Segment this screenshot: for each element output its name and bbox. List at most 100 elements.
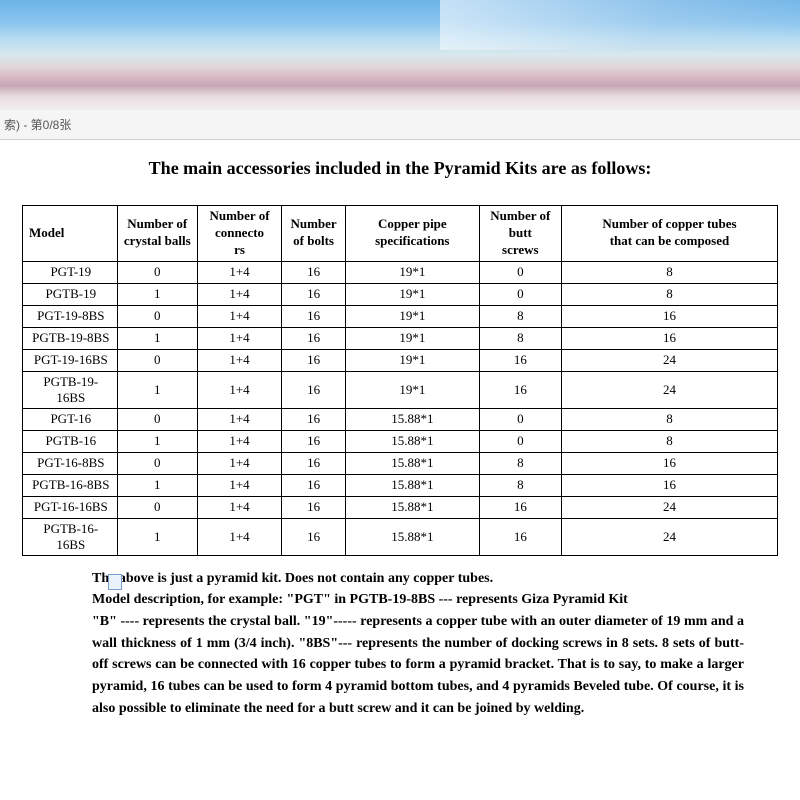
table-cell: PGTB-16-8BS — [23, 474, 118, 496]
table-cell: 1+4 — [197, 283, 281, 305]
table-cell: 8 — [561, 261, 777, 283]
table-row: PGT-16-16BS01+41615.88*11624 — [23, 496, 778, 518]
table-cell: 16 — [561, 452, 777, 474]
table-cell: 16 — [282, 371, 346, 408]
table-cell: 1+4 — [197, 474, 281, 496]
table-cell: 0 — [479, 283, 561, 305]
table-cell: 19*1 — [345, 283, 479, 305]
table-cell: 16 — [282, 349, 346, 371]
table-cell: PGTB-19-16BS — [23, 371, 118, 408]
table-cell: 16 — [282, 474, 346, 496]
table-header: Number ofcrystal balls — [117, 206, 197, 262]
table-cell: 1+4 — [197, 452, 281, 474]
table-row: PGTB-1911+41619*108 — [23, 283, 778, 305]
table-row: PGT-1601+41615.88*108 — [23, 408, 778, 430]
page-icon — [108, 574, 122, 590]
table-cell: PGT-19 — [23, 261, 118, 283]
table-header: Numberof bolts — [282, 206, 346, 262]
table-header: Copper pipespecifications — [345, 206, 479, 262]
table-cell: 16 — [282, 518, 346, 555]
table-cell: 1+4 — [197, 349, 281, 371]
table-cell: PGT-16-8BS — [23, 452, 118, 474]
table-cell: 19*1 — [345, 371, 479, 408]
table-cell: 1+4 — [197, 496, 281, 518]
table-row: PGT-16-8BS01+41615.88*1816 — [23, 452, 778, 474]
table-cell: 19*1 — [345, 349, 479, 371]
table-cell: 8 — [479, 305, 561, 327]
table-row: PGTB-16-16BS11+41615.88*11624 — [23, 518, 778, 555]
table-cell: 8 — [561, 430, 777, 452]
table-cell: 24 — [561, 496, 777, 518]
table-cell: 16 — [479, 371, 561, 408]
table-cell: 0 — [479, 261, 561, 283]
table-cell: 1+4 — [197, 430, 281, 452]
table-row: PGT-19-16BS01+41619*11624 — [23, 349, 778, 371]
table-row: PGTB-16-8BS11+41615.88*1816 — [23, 474, 778, 496]
table-cell: 0 — [117, 408, 197, 430]
table-cell: 16 — [479, 496, 561, 518]
table-cell: 8 — [479, 327, 561, 349]
table-cell: 16 — [282, 283, 346, 305]
table-cell: 16 — [479, 349, 561, 371]
table-cell: 16 — [561, 474, 777, 496]
table-cell: 16 — [561, 305, 777, 327]
table-cell: 16 — [282, 305, 346, 327]
table-cell: 15.88*1 — [345, 430, 479, 452]
table-cell: 1 — [117, 518, 197, 555]
table-cell: 0 — [479, 430, 561, 452]
document-content: The main accessories included in the Pyr… — [0, 140, 800, 729]
table-cell: 1 — [117, 283, 197, 305]
table-cell: 24 — [561, 349, 777, 371]
table-cell: 16 — [282, 408, 346, 430]
table-cell: PGT-19-8BS — [23, 305, 118, 327]
table-cell: 0 — [117, 261, 197, 283]
table-cell: 0 — [479, 408, 561, 430]
table-cell: 15.88*1 — [345, 408, 479, 430]
table-cell: 19*1 — [345, 305, 479, 327]
table-header: Number ofconnectors — [197, 206, 281, 262]
table-cell: 1+4 — [197, 408, 281, 430]
table-cell: PGT-19-16BS — [23, 349, 118, 371]
table-cell: 1+4 — [197, 518, 281, 555]
table-cell: 1+4 — [197, 371, 281, 408]
table-row: PGT-19-8BS01+41619*1816 — [23, 305, 778, 327]
table-cell: 1 — [117, 474, 197, 496]
table-row: PGTB-19-16BS11+41619*11624 — [23, 371, 778, 408]
table-cell: 8 — [561, 408, 777, 430]
accessories-table: ModelNumber ofcrystal ballsNumber ofconn… — [22, 205, 778, 556]
table-cell: 16 — [282, 430, 346, 452]
table-cell: 8 — [479, 474, 561, 496]
table-cell: PGTB-16-16BS — [23, 518, 118, 555]
table-header: Number ofbuttscrews — [479, 206, 561, 262]
table-cell: 16 — [282, 496, 346, 518]
table-cell: 1+4 — [197, 305, 281, 327]
table-cell: 24 — [561, 518, 777, 555]
table-cell: 1 — [117, 327, 197, 349]
table-cell: 15.88*1 — [345, 518, 479, 555]
table-cell: 15.88*1 — [345, 452, 479, 474]
table-row: PGT-1901+41619*108 — [23, 261, 778, 283]
table-cell: 8 — [561, 283, 777, 305]
table-cell: 0 — [117, 452, 197, 474]
image-counter-toolbar: 索) - 第0/8张 — [0, 110, 800, 140]
table-cell: 15.88*1 — [345, 474, 479, 496]
table-cell: 1+4 — [197, 327, 281, 349]
document-title: The main accessories included in the Pyr… — [22, 158, 778, 179]
table-cell: 16 — [282, 261, 346, 283]
table-cell: 16 — [282, 327, 346, 349]
table-cell: 0 — [117, 496, 197, 518]
table-cell: 16 — [282, 452, 346, 474]
table-cell: PGT-16 — [23, 408, 118, 430]
table-cell: 1+4 — [197, 261, 281, 283]
table-cell: 0 — [117, 349, 197, 371]
table-cell: 8 — [479, 452, 561, 474]
sky-banner — [0, 0, 800, 110]
table-row: PGTB-1611+41615.88*108 — [23, 430, 778, 452]
table-cell: 19*1 — [345, 261, 479, 283]
table-header: Number of copper tubesthat can be compos… — [561, 206, 777, 262]
model-description-text: The above is just a pyramid kit. Does no… — [22, 568, 778, 720]
table-cell: 1 — [117, 430, 197, 452]
table-cell: 0 — [117, 305, 197, 327]
table-cell: PGTB-19-8BS — [23, 327, 118, 349]
table-row: PGTB-19-8BS11+41619*1816 — [23, 327, 778, 349]
